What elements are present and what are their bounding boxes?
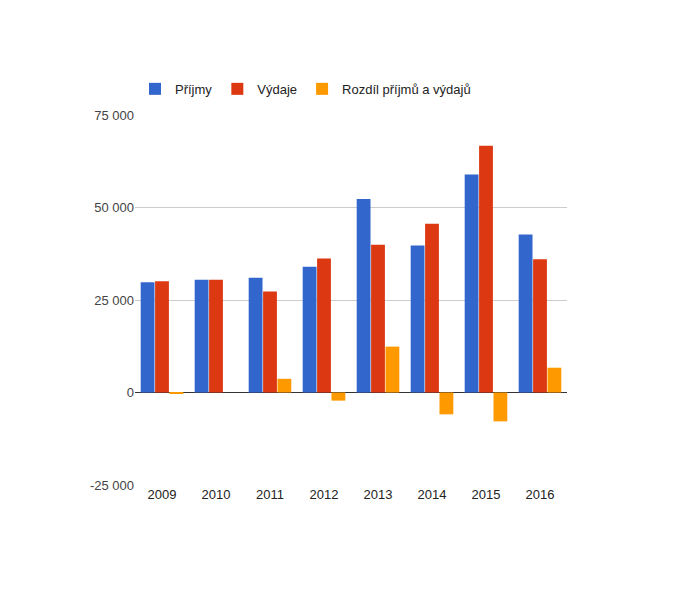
svg-text:25 000: 25 000 [94, 293, 134, 308]
svg-text:2010: 2010 [202, 487, 231, 502]
svg-text:2014: 2014 [418, 487, 447, 502]
svg-text:-25 000: -25 000 [90, 478, 134, 493]
svg-text:75 000: 75 000 [94, 108, 134, 123]
svg-text:50 000: 50 000 [94, 200, 134, 215]
svg-text:2011: 2011 [256, 487, 284, 502]
svg-text:2016: 2016 [526, 487, 555, 502]
svg-text:2013: 2013 [364, 487, 393, 502]
svg-text:Příjmy: Příjmy [175, 82, 212, 97]
svg-text:0: 0 [127, 385, 134, 400]
svg-text:Rozdíl příjmů a výdajů: Rozdíl příjmů a výdajů [342, 82, 471, 97]
svg-text:2009: 2009 [148, 487, 177, 502]
svg-text:2012: 2012 [310, 487, 339, 502]
svg-text:Výdaje: Výdaje [257, 82, 297, 97]
svg-text:2015: 2015 [472, 487, 501, 502]
